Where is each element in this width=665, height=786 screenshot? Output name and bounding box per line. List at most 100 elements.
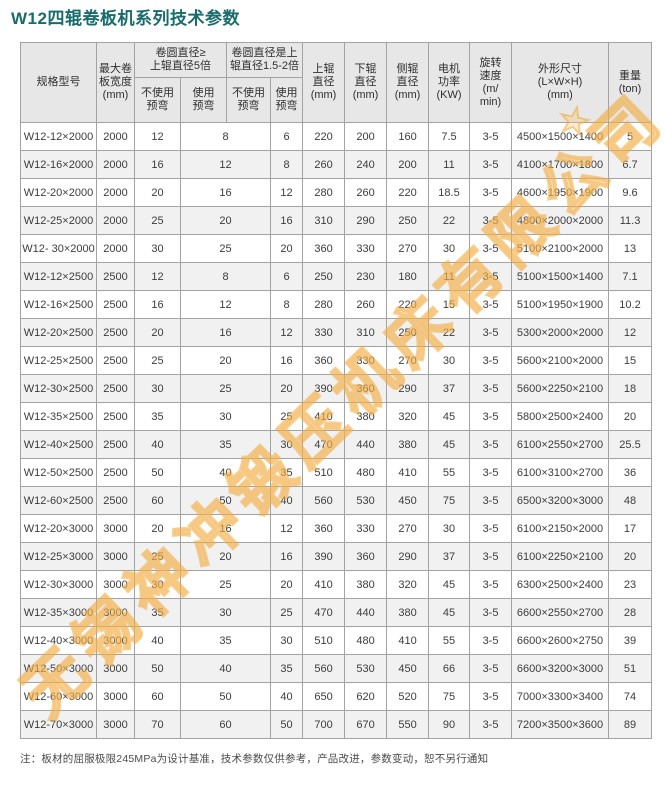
cell-value: 16: [269, 346, 304, 375]
cell-value: 35: [180, 626, 271, 655]
table-row: W12-25×2000 2000 25 20 16 310 290 250 22 3-5 4800×…: [20, 206, 653, 235]
cell-value: 310: [302, 206, 346, 235]
cell-value: 290: [344, 206, 388, 235]
cell-value: 360: [344, 542, 388, 571]
cell-value: 16: [269, 542, 304, 571]
table-row: W12-25×2500 2500 25 20 16 360 330 270 30 3-5 5600×…: [20, 346, 653, 375]
cell-model: W12-35×2500: [20, 402, 97, 431]
cell-value: 510: [302, 458, 346, 487]
cell-value: 290: [386, 542, 430, 571]
header-prebend-2: 使用 预弯: [269, 77, 304, 123]
header-dimensions: 外形尺寸 (L×W×H) (mm): [511, 42, 610, 123]
header-weight: 重量 (ton): [608, 42, 653, 123]
cell-value: 3000: [96, 514, 135, 543]
cell-model: W12-60×3000: [20, 682, 97, 711]
cell-value: 3-5: [469, 318, 513, 347]
cell-value: 200: [344, 122, 388, 151]
cell-model: W12-20×2000: [20, 178, 97, 207]
table-header: 规格型号 最大卷 板宽度 (mm) 卷圆直径≥ 上辊直径5倍 卷圆直径是上 辊直…: [20, 42, 653, 123]
spec-table: 规格型号 最大卷 板宽度 (mm) 卷圆直径≥ 上辊直径5倍 卷圆直径是上 辊直…: [20, 42, 653, 739]
cell-value: 6: [269, 122, 304, 151]
cell-value: 330: [344, 346, 388, 375]
cell-value: 3-5: [469, 654, 513, 683]
cell-value: 90: [428, 710, 471, 739]
cell-value: 20: [608, 542, 653, 571]
cell-value: 23: [608, 570, 653, 599]
cell-value: 320: [386, 570, 430, 599]
cell-value: 3-5: [469, 542, 513, 571]
cell-value: 7.1: [608, 262, 653, 291]
table-row: W12-30×2500 2500 30 25 20 390 360 290 37 3-5 5600×…: [20, 374, 653, 403]
cell-value: 4100×1700×1800: [511, 150, 610, 179]
cell-value: 25: [134, 542, 181, 571]
cell-value: 530: [344, 486, 388, 515]
table-row: W12-16×2500 2500 16 12 8 280 260 220 15 3-5 5100×1…: [20, 290, 653, 319]
cell-value: 30: [428, 514, 471, 543]
cell-value: 35: [269, 654, 304, 683]
cell-value: 8: [180, 122, 271, 151]
cell-value: 4800×2000×2000: [511, 206, 610, 235]
cell-value: 220: [386, 178, 430, 207]
cell-value: 3-5: [469, 346, 513, 375]
cell-value: 3000: [96, 570, 135, 599]
cell-value: 50: [180, 682, 271, 711]
cell-value: 30: [269, 430, 304, 459]
table-row: W12-12×2000 2000 12 8 6 220 200 160 7.5 3-5 4500×1…: [20, 122, 653, 151]
cell-value: 560: [302, 486, 346, 515]
cell-value: 16: [180, 514, 271, 543]
cell-value: 380: [386, 430, 430, 459]
cell-value: 20: [134, 178, 181, 207]
cell-value: 6300×2500×2400: [511, 570, 610, 599]
cell-value: 30: [180, 402, 271, 431]
cell-value: 50: [134, 458, 181, 487]
header-bottom-roller: 下辊 直径 (mm): [344, 42, 388, 123]
cell-value: 3000: [96, 682, 135, 711]
cell-value: 22: [428, 318, 471, 347]
cell-value: 3-5: [469, 402, 513, 431]
cell-value: 20: [180, 346, 271, 375]
cell-value: 280: [302, 178, 346, 207]
cell-value: 50: [180, 486, 271, 515]
cell-value: 250: [386, 206, 430, 235]
cell-value: 450: [386, 654, 430, 683]
cell-value: 5300×2000×2000: [511, 318, 610, 347]
cell-value: 3-5: [469, 570, 513, 599]
cell-value: 5100×1500×1400: [511, 262, 610, 291]
cell-value: 6.7: [608, 150, 653, 179]
cell-value: 280: [302, 290, 346, 319]
cell-value: 20: [180, 542, 271, 571]
cell-value: 3-5: [469, 430, 513, 459]
header-side-roller: 侧辊 直径 (mm): [386, 42, 430, 123]
cell-value: 270: [386, 514, 430, 543]
cell-value: 40: [269, 682, 304, 711]
cell-value: 360: [302, 234, 346, 263]
cell-value: 390: [302, 374, 346, 403]
cell-value: 22: [428, 206, 471, 235]
cell-value: 3-5: [469, 262, 513, 291]
cell-value: 380: [344, 570, 388, 599]
cell-value: 7200×3500×3600: [511, 710, 610, 739]
table-row: W12-35×3000 3000 35 30 25 470 440 380 45 3-5 6600×…: [20, 598, 653, 627]
cell-value: 60: [134, 486, 181, 515]
cell-model: W12-40×3000: [20, 626, 97, 655]
spec-table-container: 规格型号 最大卷 板宽度 (mm) 卷圆直径≥ 上辊直径5倍 卷圆直径是上 辊直…: [20, 42, 653, 739]
cell-value: 12: [608, 318, 653, 347]
cell-value: 11.3: [608, 206, 653, 235]
header-rotate-speed: 旋转 速度 (m/ min): [469, 42, 513, 123]
cell-value: 480: [344, 626, 388, 655]
cell-value: 450: [386, 486, 430, 515]
cell-value: 12: [180, 290, 271, 319]
cell-value: 3-5: [469, 290, 513, 319]
cell-value: 16: [180, 318, 271, 347]
table-row: W12-20×2000 2000 20 16 12 280 260 220 18.5 3-5 460…: [20, 178, 653, 207]
cell-value: 30: [134, 570, 181, 599]
cell-value: 15: [608, 346, 653, 375]
cell-value: 3-5: [469, 206, 513, 235]
header-model: 规格型号: [20, 42, 97, 123]
cell-value: 6: [269, 262, 304, 291]
cell-value: 55: [428, 458, 471, 487]
cell-value: 75: [428, 486, 471, 515]
cell-value: 410: [386, 458, 430, 487]
cell-value: 650: [302, 682, 346, 711]
cell-value: 360: [344, 374, 388, 403]
